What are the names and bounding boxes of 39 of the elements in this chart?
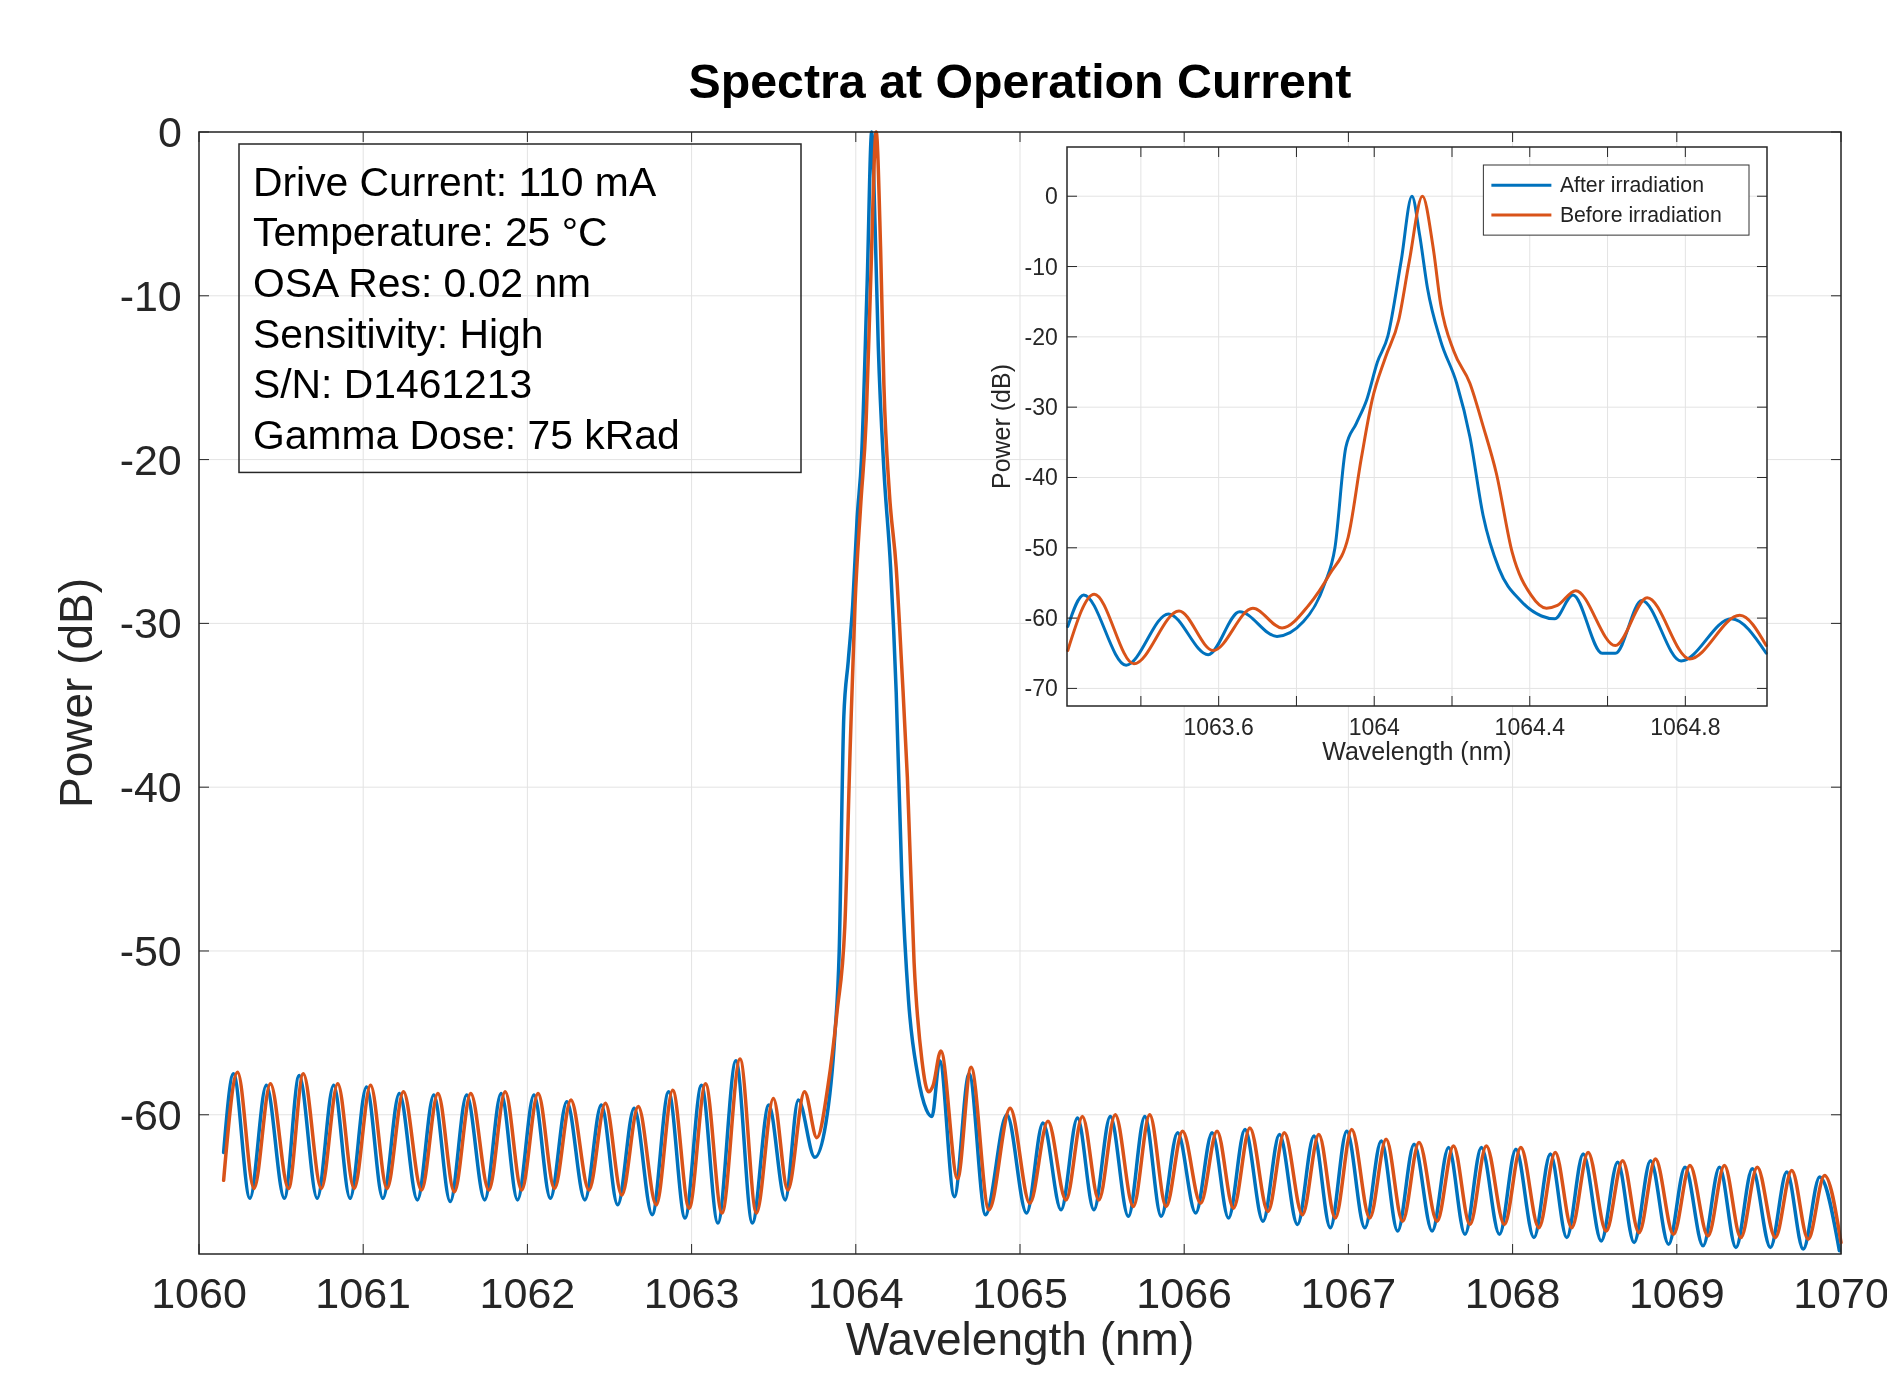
y-tick-label: -20 (119, 435, 182, 484)
x-tick-label: 1064.8 (1650, 713, 1721, 740)
x-tick-label: 1064 (1348, 713, 1401, 740)
y-tick-label: -50 (1024, 534, 1058, 561)
annotation: Sensitivity: High (253, 310, 544, 357)
annotation: OSA Res: 0.02 nm (253, 259, 592, 306)
y-tick-label: -40 (119, 763, 182, 812)
x-tick-label: 1060 (151, 1268, 247, 1317)
annotation: Gamma Dose: 75 kRad (253, 411, 680, 458)
y-tick-label: -30 (119, 599, 182, 648)
y-tick-label: -10 (1024, 253, 1058, 280)
x-tick-label: 1068 (1464, 1268, 1561, 1317)
y-tick-label: 0 (1045, 183, 1058, 210)
annotation: Drive Current: 110 mA (253, 158, 657, 205)
y-tick-label: -70 (1024, 675, 1058, 702)
chart-title: Spectra at Operation Current (688, 53, 1352, 108)
y-tick-label: -40 (1024, 464, 1058, 491)
y-tick-label: -20 (1024, 323, 1058, 350)
x-tick-label: 1063.6 (1183, 713, 1254, 740)
annotation: S/N: D1461213 (253, 361, 533, 408)
x-tick-label: 1061 (315, 1268, 412, 1317)
x-axis-title: Wavelength (nm) (1322, 737, 1512, 766)
legend-label: Before irradiation (1559, 202, 1722, 227)
y-tick-label: 0 (157, 108, 182, 156)
annotation: Temperature: 25 °C (253, 209, 608, 256)
y-tick-label: -50 (119, 926, 182, 975)
x-tick-label: 1067 (1300, 1268, 1397, 1317)
x-tick-label: 1069 (1628, 1268, 1725, 1317)
y-axis-title: Power (dB) (49, 577, 102, 809)
x-tick-label: 1062 (479, 1268, 576, 1317)
y-tick-label: -60 (1024, 605, 1058, 632)
y-tick-label: -60 (119, 1090, 182, 1139)
x-tick-label: 1070 (1793, 1268, 1887, 1317)
y-tick-label: -30 (1024, 394, 1058, 421)
legend-label: After irradiation (1559, 173, 1704, 198)
x-tick-label: 1064.4 (1494, 713, 1566, 740)
y-tick-label: -10 (119, 271, 182, 320)
x-tick-label: 1063 (643, 1268, 740, 1317)
y-axis-title: Power (dB) (986, 363, 1015, 490)
